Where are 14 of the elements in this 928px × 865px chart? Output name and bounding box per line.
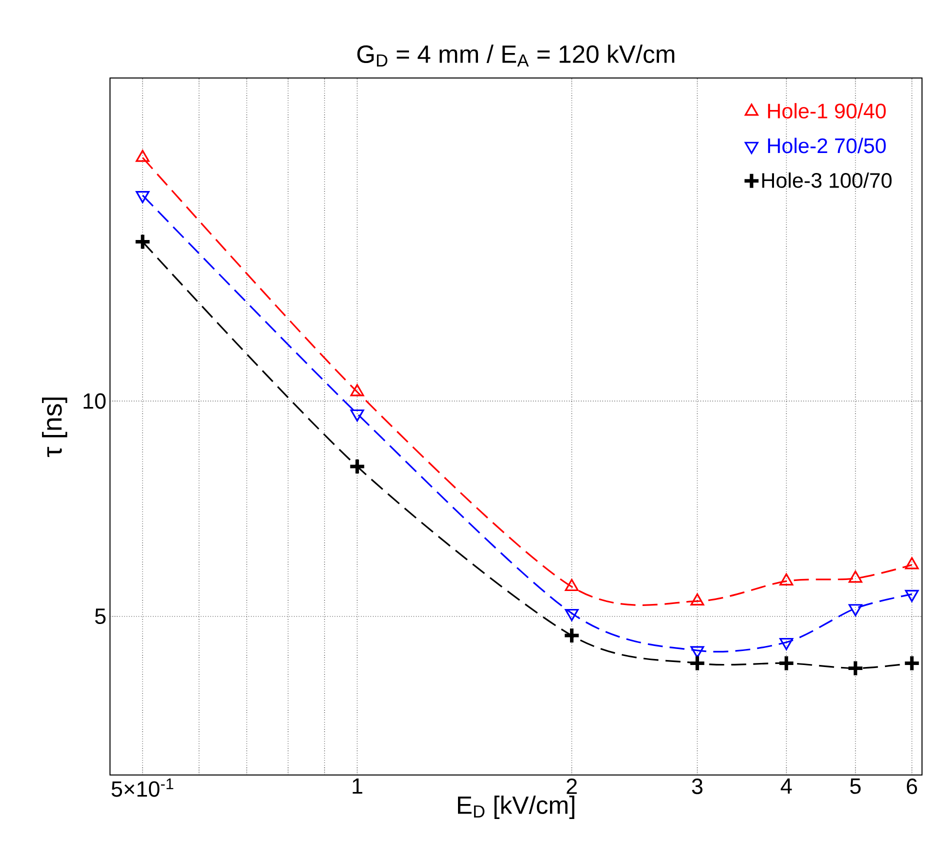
chart-title: G$_{D}$ = 4 mm / E$_{A}$ = 120 kV/cm xyxy=(357,44,674,66)
x-tick-label: 1 xyxy=(352,778,362,794)
y-tick-label: 10 xyxy=(84,393,106,409)
legend-label: Hole-2 70/50 xyxy=(768,138,886,154)
y-axis-title: τ [ns] xyxy=(42,398,68,457)
x-tick-label: 5×10$^{-1}$ xyxy=(112,778,174,797)
x-tick-label: 2 xyxy=(566,778,577,794)
x-axis-title: E$_{D}$ [kV/cm] xyxy=(458,796,574,819)
x-tick-label: 6 xyxy=(906,778,918,794)
legend-label: Hole-1 90/40 xyxy=(768,103,886,118)
legend-label: Hole-3 100/70 xyxy=(762,172,892,188)
x-tick-label: 5 xyxy=(850,778,861,794)
x-tick-label: 3 xyxy=(692,778,702,794)
x-tick-label: 4 xyxy=(780,778,792,794)
